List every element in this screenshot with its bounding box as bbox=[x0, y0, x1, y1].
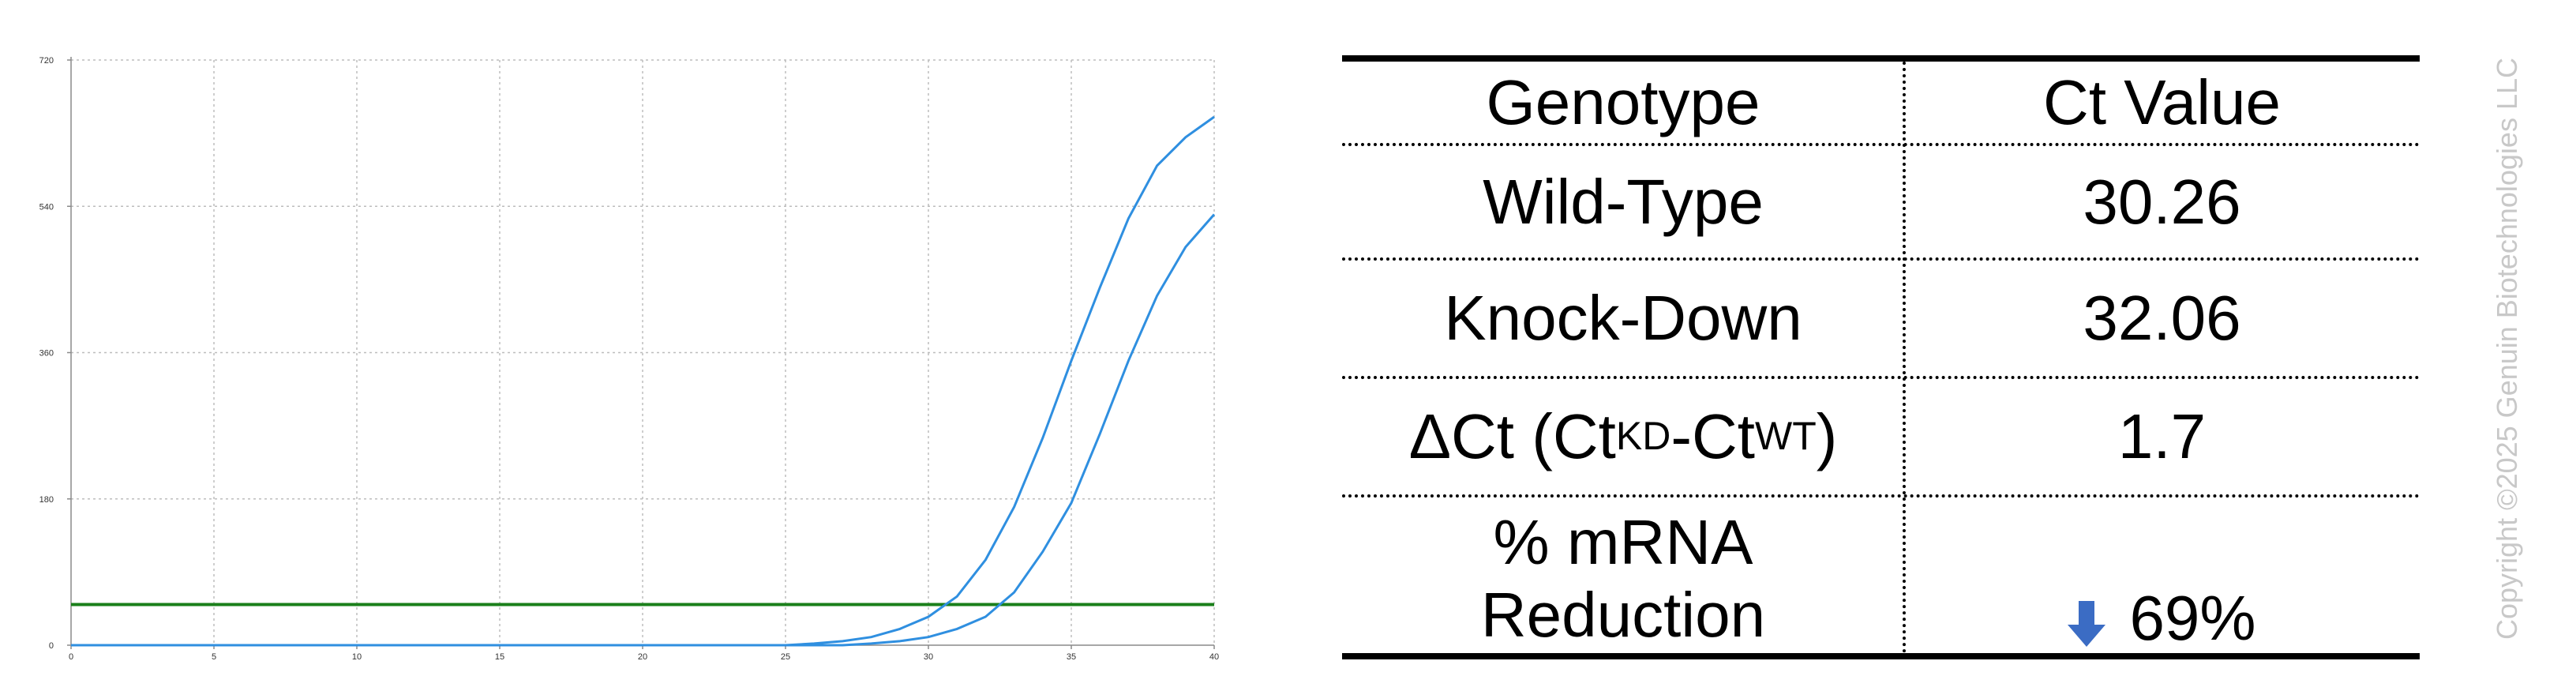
genotype-cell: Knock-Down bbox=[1444, 283, 1802, 353]
y-tick-label: 360 bbox=[39, 349, 54, 359]
reduction-value: 69% bbox=[2129, 583, 2256, 653]
x-tick-label: 0 bbox=[69, 652, 73, 662]
plot-ticks: 0 5 10 15 20 25 30 35 40 0 180 360 540 720 bbox=[39, 56, 1219, 662]
reduction-line-1: % mRNA bbox=[1493, 506, 1753, 577]
ct-value-cell: 30.26 bbox=[2083, 166, 2241, 237]
header-ct-value: Ct Value bbox=[2043, 66, 2281, 137]
y-tick-label: 720 bbox=[39, 56, 54, 66]
delta-ct-label: ΔCt (Ct KD -Ct WT) bbox=[1342, 379, 1904, 494]
header-genotype: Genotype bbox=[1486, 66, 1760, 137]
x-tick-label: 10 bbox=[352, 652, 362, 662]
x-tick-label: 25 bbox=[781, 652, 790, 662]
table-row: Wild-Type 30.26 bbox=[1342, 146, 2420, 261]
x-tick-label: 5 bbox=[212, 652, 216, 662]
x-tick-label: 30 bbox=[924, 652, 933, 662]
delta-ct-end: ) bbox=[1816, 401, 1838, 471]
down-arrow-icon bbox=[2068, 601, 2106, 647]
amplification-curve-2 bbox=[71, 213, 1216, 647]
y-tick-label: 0 bbox=[49, 641, 54, 651]
delta-ct-sub-wt: WT bbox=[1755, 414, 1817, 459]
delta-ct-main: ΔCt (Ct bbox=[1408, 401, 1616, 471]
reduction-value-cell: 69% bbox=[1904, 498, 2420, 659]
ct-value-cell: 1.7 bbox=[2117, 401, 2207, 471]
y-tick-label: 540 bbox=[39, 202, 54, 212]
table-header-row: Genotype Ct Value bbox=[1342, 62, 2420, 146]
copyright-watermark: Copyright ©2025 Genuin Biotechnologies L… bbox=[2491, 58, 2523, 640]
table-row: Knock-Down 32.06 bbox=[1342, 261, 2420, 379]
reduction-line-2: Reduction bbox=[1480, 579, 1766, 650]
genotype-cell: Wild-Type bbox=[1483, 166, 1764, 237]
plot-series bbox=[71, 115, 1216, 647]
x-tick-label: 35 bbox=[1067, 652, 1076, 662]
x-tick-label: 20 bbox=[638, 652, 647, 662]
amplification-plot: 0 5 10 15 20 25 30 35 40 0 180 360 540 720 bbox=[39, 56, 1219, 662]
table-row: % mRNA Reduction 69% bbox=[1342, 498, 2420, 659]
y-tick-label: 180 bbox=[39, 495, 54, 505]
ct-value-table: Genotype Ct Value Wild-Type 30.26 Knock-… bbox=[1342, 55, 2420, 659]
x-tick-label: 15 bbox=[495, 652, 504, 662]
delta-ct-sub-kd: KD bbox=[1615, 414, 1671, 459]
table-row: ΔCt (Ct KD -Ct WT) 1.7 bbox=[1342, 379, 2420, 498]
ct-value-cell: 32.06 bbox=[2083, 283, 2241, 353]
plot-grid bbox=[71, 59, 1215, 645]
column-divider bbox=[1903, 62, 1906, 653]
reduction-label: % mRNA Reduction bbox=[1342, 498, 1904, 659]
delta-ct-mid: -Ct bbox=[1670, 401, 1756, 471]
x-tick-label: 40 bbox=[1209, 652, 1219, 662]
